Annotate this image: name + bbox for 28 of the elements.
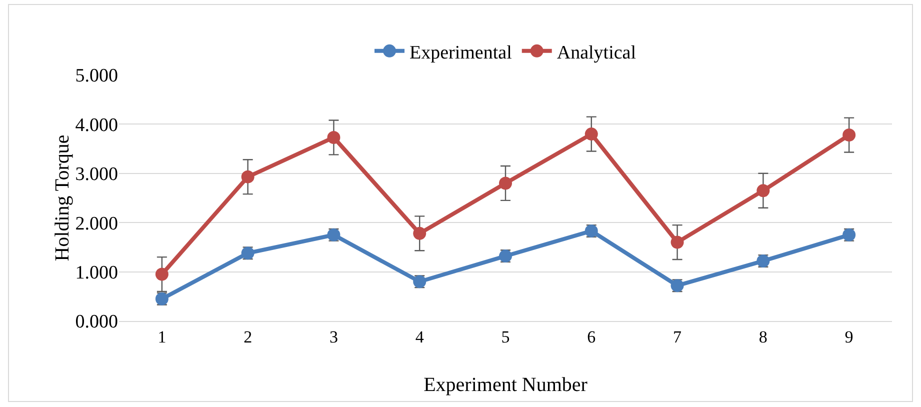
- x-tick-label: 4: [415, 327, 424, 346]
- point: [670, 236, 684, 249]
- y-tick-label: 2.000: [75, 213, 118, 234]
- x-tick-label: 3: [329, 327, 338, 346]
- y-axis-title: Holding Torque: [51, 134, 74, 262]
- x-tick-label: 2: [244, 327, 252, 346]
- point: [155, 268, 168, 281]
- point: [327, 130, 340, 144]
- y-tick-label: 3.000: [75, 164, 118, 186]
- x-tick-label: 9: [844, 327, 854, 346]
- x-tick-label: 6: [587, 327, 596, 346]
- point: [842, 128, 856, 142]
- x-axis-title: Experiment Number: [424, 374, 588, 396]
- x-tick-label: 7: [673, 327, 682, 346]
- legend-label: Analytical: [556, 42, 636, 64]
- y-tick-label: 0.000: [75, 312, 118, 333]
- y-tick-label: 5.000: [75, 66, 118, 87]
- point: [584, 128, 598, 141]
- point: [413, 226, 426, 240]
- point: [756, 184, 770, 198]
- point: [241, 170, 254, 184]
- x-tick-label: 1: [158, 327, 166, 346]
- y-tick-label: 1.000: [75, 262, 118, 284]
- legend-label: Experimental: [410, 42, 512, 64]
- point: [499, 176, 512, 190]
- x-tick-label: 5: [501, 327, 510, 346]
- x-tick-label: 8: [758, 327, 768, 346]
- y-tick-label: 4.000: [75, 114, 118, 136]
